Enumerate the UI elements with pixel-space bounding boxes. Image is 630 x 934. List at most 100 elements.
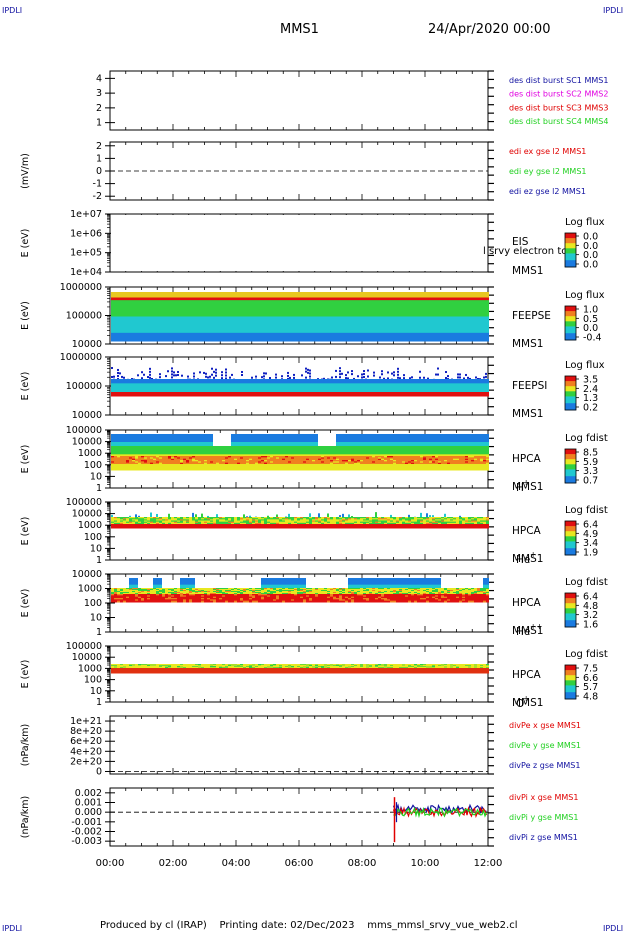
spectrogram-cell <box>141 444 144 447</box>
spectrogram-cell <box>450 394 453 396</box>
spectrogram-cell <box>234 294 237 296</box>
spectrogram-cell <box>267 442 270 445</box>
spectrogram-cell <box>251 376 253 379</box>
spectrogram-cell <box>246 394 249 396</box>
spectrogram-cell <box>486 324 489 334</box>
spectrogram-cell <box>366 295 369 297</box>
spectrogram-cell <box>246 392 249 394</box>
spectrogram-cell <box>405 444 408 447</box>
spectrogram-cell <box>129 381 132 384</box>
spectrogram-cell <box>267 292 270 294</box>
spectrogram-cell <box>309 385 312 389</box>
spectrogram-cell <box>150 324 153 334</box>
spectrogram-cell <box>369 383 372 386</box>
spectrogram-cell <box>159 394 162 396</box>
spectrogram-cell <box>345 434 348 437</box>
spectrogram-cell <box>402 444 405 447</box>
spectrogram-cell <box>126 292 129 294</box>
spectrogram-cell <box>465 292 468 294</box>
spectrogram-cell <box>408 392 411 394</box>
spectrogram-cell <box>348 292 351 295</box>
spectrogram-cell <box>234 440 237 443</box>
spectrogram-cell <box>285 379 288 382</box>
spectrogram-cell <box>447 332 450 342</box>
spectrogram-cell <box>225 300 228 309</box>
spectrogram-cell <box>216 395 219 397</box>
spectrogram-cell <box>318 387 321 391</box>
legend-entry: des dist burst SC1 MMS1 <box>509 76 608 85</box>
spectrogram-cell <box>216 295 219 297</box>
spectrogram-cell <box>282 440 285 443</box>
spectrogram-cell <box>363 383 366 386</box>
spectrogram-cell <box>336 293 339 295</box>
spectrogram-cell <box>485 375 487 378</box>
spectrogram-cell <box>282 393 285 395</box>
spectrogram-cell <box>345 332 348 342</box>
spectrogram-cell <box>408 442 411 445</box>
spectrogram-cell <box>462 394 465 396</box>
spectrogram-cell <box>189 438 192 441</box>
spectrogram-cell <box>366 324 369 334</box>
spectrogram-cell <box>411 295 414 297</box>
spectrogram-cell <box>342 394 345 396</box>
spectrogram-cell <box>174 308 177 317</box>
spectrogram-cell <box>213 293 216 295</box>
spectrogram-cell <box>378 316 381 326</box>
spectrogram-cell <box>294 292 297 294</box>
spectrogram-cell <box>315 383 318 386</box>
spectrogram-cell <box>300 300 303 309</box>
spectrogram-cell <box>438 395 441 397</box>
spectrogram-cell <box>309 394 312 396</box>
spectrogram-cell <box>165 385 168 389</box>
spectrogram-cell <box>246 294 249 296</box>
spectrogram-cell <box>309 379 312 382</box>
spectrogram-cell <box>150 438 153 441</box>
spectrogram-cell <box>483 444 486 447</box>
spectrogram-cell <box>120 387 123 391</box>
spectrogram-cell <box>264 392 267 394</box>
spectrogram-cell <box>117 296 120 298</box>
spectrogram-cell <box>180 444 183 447</box>
spectrogram-cell <box>183 316 186 326</box>
spectrogram-cell <box>468 292 471 294</box>
spectrogram-cell <box>276 393 279 395</box>
spectrogram-cell <box>153 292 156 294</box>
spectrogram-cell <box>441 444 444 447</box>
spectrogram-cell <box>264 438 267 441</box>
spectrogram-cell <box>243 379 246 382</box>
spectrogram-cell <box>123 292 126 295</box>
spectrogram-cell <box>483 394 486 396</box>
spectrogram-cell <box>204 324 207 334</box>
spectrogram-cell <box>120 379 123 382</box>
spectrogram-cell <box>234 436 237 439</box>
spectrogram-cell <box>149 367 151 370</box>
spectrogram-cell <box>162 379 165 382</box>
spectrogram-cell <box>252 436 255 439</box>
spectrogram-cell <box>453 444 456 447</box>
spectrogram-cell <box>393 316 396 326</box>
spectrogram-cell <box>471 379 474 382</box>
spectrogram-cell <box>117 454 120 457</box>
spectrogram-cell <box>144 440 147 443</box>
spectrogram-cell <box>432 332 435 342</box>
spectrogram-cell <box>369 395 372 397</box>
spectrogram-cell <box>444 394 447 396</box>
spectrogram-cell <box>301 374 303 377</box>
spectrogram-cell <box>180 394 183 396</box>
spectrogram-cell <box>180 442 183 445</box>
spectrogram-cell <box>219 389 222 393</box>
spectrogram-cell <box>279 394 282 396</box>
spectrogram-cell <box>288 394 291 396</box>
y-tick-label: 1e+07 <box>70 209 102 220</box>
spectrogram-cell <box>174 389 177 393</box>
spectrogram-cell <box>402 300 405 309</box>
spectrogram-cell <box>399 444 402 447</box>
spectrogram-cell <box>405 438 408 441</box>
spectrogram-cell <box>111 292 114 295</box>
spectrogram-cell <box>114 385 117 389</box>
spectrogram-cell <box>444 444 447 447</box>
spectrogram-cell <box>189 300 192 309</box>
spectrogram-cell <box>372 381 375 384</box>
spectrogram-cell <box>289 376 291 379</box>
spectrogram-cell <box>165 293 168 295</box>
